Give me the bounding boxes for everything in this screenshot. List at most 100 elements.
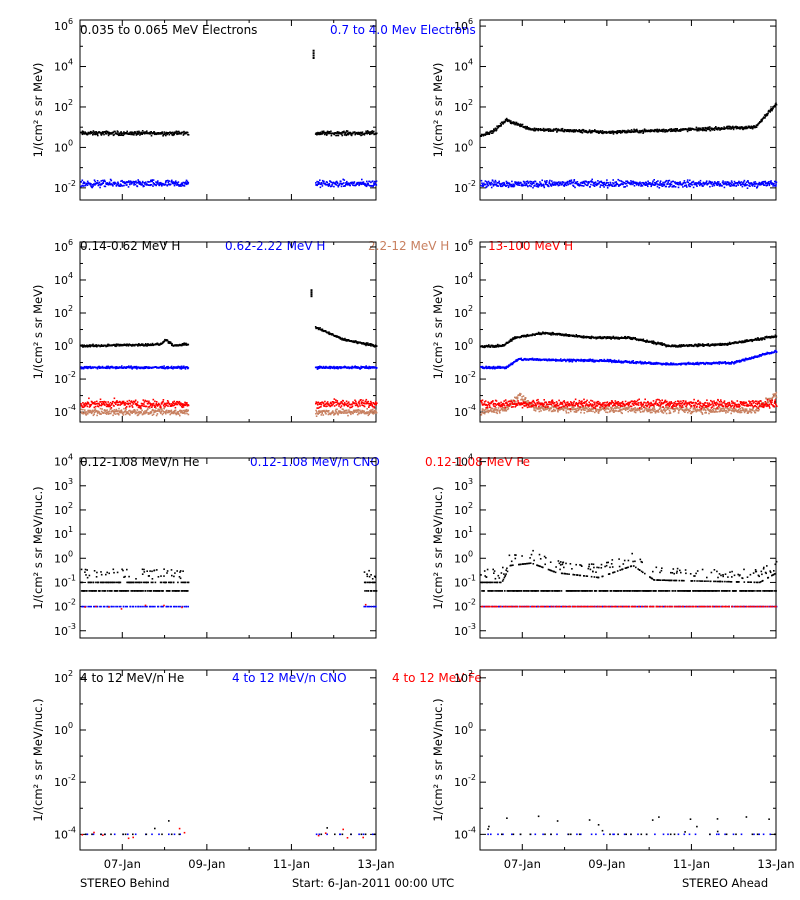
data-point — [705, 183, 707, 185]
data-point — [321, 183, 323, 185]
data-point — [665, 344, 668, 347]
data-point — [111, 184, 114, 186]
data-point — [114, 344, 117, 346]
data-point — [560, 130, 562, 132]
data-point — [372, 132, 374, 134]
data-point — [362, 343, 365, 345]
data-point — [375, 180, 378, 182]
data-point — [338, 411, 341, 413]
data-point — [583, 335, 585, 337]
data-point — [136, 368, 138, 370]
data-point — [365, 130, 367, 133]
data-point — [348, 183, 350, 186]
data-point — [145, 411, 147, 413]
data-point — [153, 131, 156, 133]
data-point — [172, 367, 175, 369]
data-point — [509, 338, 512, 341]
data-point — [132, 403, 134, 405]
data-point — [568, 358, 571, 361]
data-point — [348, 132, 350, 134]
data-point — [343, 339, 346, 341]
data-point — [652, 180, 654, 183]
data-point — [766, 113, 769, 116]
data-point — [621, 180, 623, 183]
data-point — [367, 131, 369, 133]
data-point — [618, 184, 620, 187]
legend-label-1-2: 2.2-12 MeV H — [368, 239, 449, 253]
data-point — [598, 181, 601, 184]
data-point — [622, 181, 625, 184]
data-point — [364, 183, 367, 185]
data-point — [496, 182, 499, 184]
data-point — [160, 408, 163, 410]
data-point — [167, 365, 169, 368]
data-point — [185, 342, 187, 345]
data-point — [99, 131, 102, 134]
data-point — [626, 185, 628, 187]
data-point — [118, 134, 121, 136]
data-point — [681, 184, 683, 186]
data-point — [131, 401, 134, 404]
data-point — [344, 133, 347, 135]
data-point — [544, 181, 547, 183]
data-point — [550, 184, 552, 186]
data-point — [92, 134, 94, 136]
data-point — [751, 184, 753, 186]
data-point — [151, 414, 154, 416]
ytick-label: 106 — [454, 238, 473, 254]
data-point — [579, 129, 582, 132]
data-point — [544, 180, 546, 182]
data-point — [763, 114, 766, 116]
data-point — [602, 337, 605, 339]
data-point — [126, 184, 128, 186]
data-point — [620, 337, 623, 339]
data-point — [138, 404, 140, 407]
data-point — [166, 367, 169, 370]
data-point — [87, 409, 89, 412]
data-point — [335, 335, 337, 337]
data-point — [526, 125, 528, 128]
data-point — [357, 410, 359, 412]
data-point — [320, 410, 323, 412]
data-point — [149, 407, 151, 409]
data-point — [361, 401, 364, 404]
data-point — [709, 185, 711, 188]
data-point — [182, 181, 185, 184]
data-point — [337, 410, 340, 412]
data-point — [134, 412, 137, 415]
data-point — [89, 404, 91, 406]
data-point — [186, 180, 189, 183]
data-point — [523, 182, 526, 184]
data-point — [679, 182, 682, 185]
data-point — [368, 406, 370, 408]
data-point — [693, 345, 695, 347]
data-point — [717, 182, 719, 185]
data-point — [375, 366, 377, 369]
data-point — [641, 182, 643, 184]
data-point — [529, 182, 532, 185]
data-point — [160, 406, 162, 409]
data-point — [83, 403, 86, 405]
data-point — [659, 181, 661, 184]
data-point — [549, 183, 552, 185]
data-point — [348, 132, 351, 135]
data-point — [622, 183, 624, 186]
data-point — [87, 412, 89, 415]
data-point — [359, 183, 361, 185]
data-point — [488, 366, 491, 368]
data-point — [574, 182, 576, 185]
data-point — [336, 131, 339, 133]
data-point — [347, 411, 350, 413]
data-point — [96, 410, 98, 412]
data-point — [82, 406, 84, 408]
data-point — [131, 368, 133, 370]
data-point — [335, 404, 338, 406]
data-point — [106, 405, 108, 408]
data-point — [171, 182, 174, 185]
data-point — [513, 185, 516, 187]
data-point — [482, 183, 484, 186]
data-point — [551, 129, 553, 132]
data-point — [678, 183, 680, 186]
data-point — [355, 182, 358, 185]
data-point — [510, 120, 512, 122]
